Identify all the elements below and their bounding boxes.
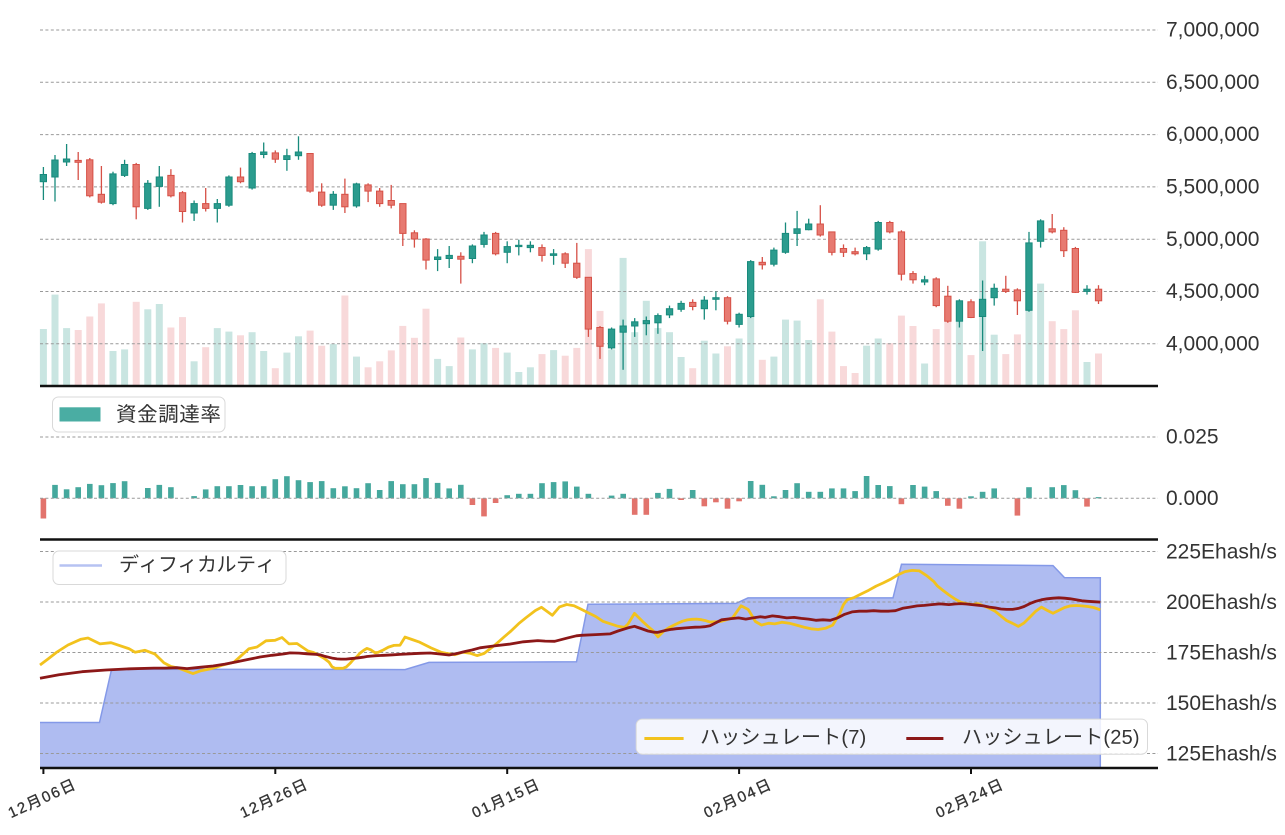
svg-text:225Ehash/s: 225Ehash/s [1166,541,1277,564]
svg-text:7,000,000: 7,000,000 [1166,19,1259,42]
svg-text:5,500,000: 5,500,000 [1166,176,1259,199]
svg-text:6,500,000: 6,500,000 [1166,71,1259,94]
svg-text:4,000,000: 4,000,000 [1166,332,1259,355]
svg-text:4,500,000: 4,500,000 [1166,280,1259,303]
svg-text:0.000: 0.000 [1166,487,1219,510]
svg-text:5,000,000: 5,000,000 [1166,228,1259,251]
svg-text:0.025: 0.025 [1166,426,1219,449]
svg-text:6,000,000: 6,000,000 [1166,123,1259,146]
svg-text:125Ehash/s: 125Ehash/s [1166,743,1277,766]
svg-text:150Ehash/s: 150Ehash/s [1166,692,1277,715]
svg-text:200Ehash/s: 200Ehash/s [1166,591,1277,614]
svg-text:175Ehash/s: 175Ehash/s [1166,642,1277,665]
